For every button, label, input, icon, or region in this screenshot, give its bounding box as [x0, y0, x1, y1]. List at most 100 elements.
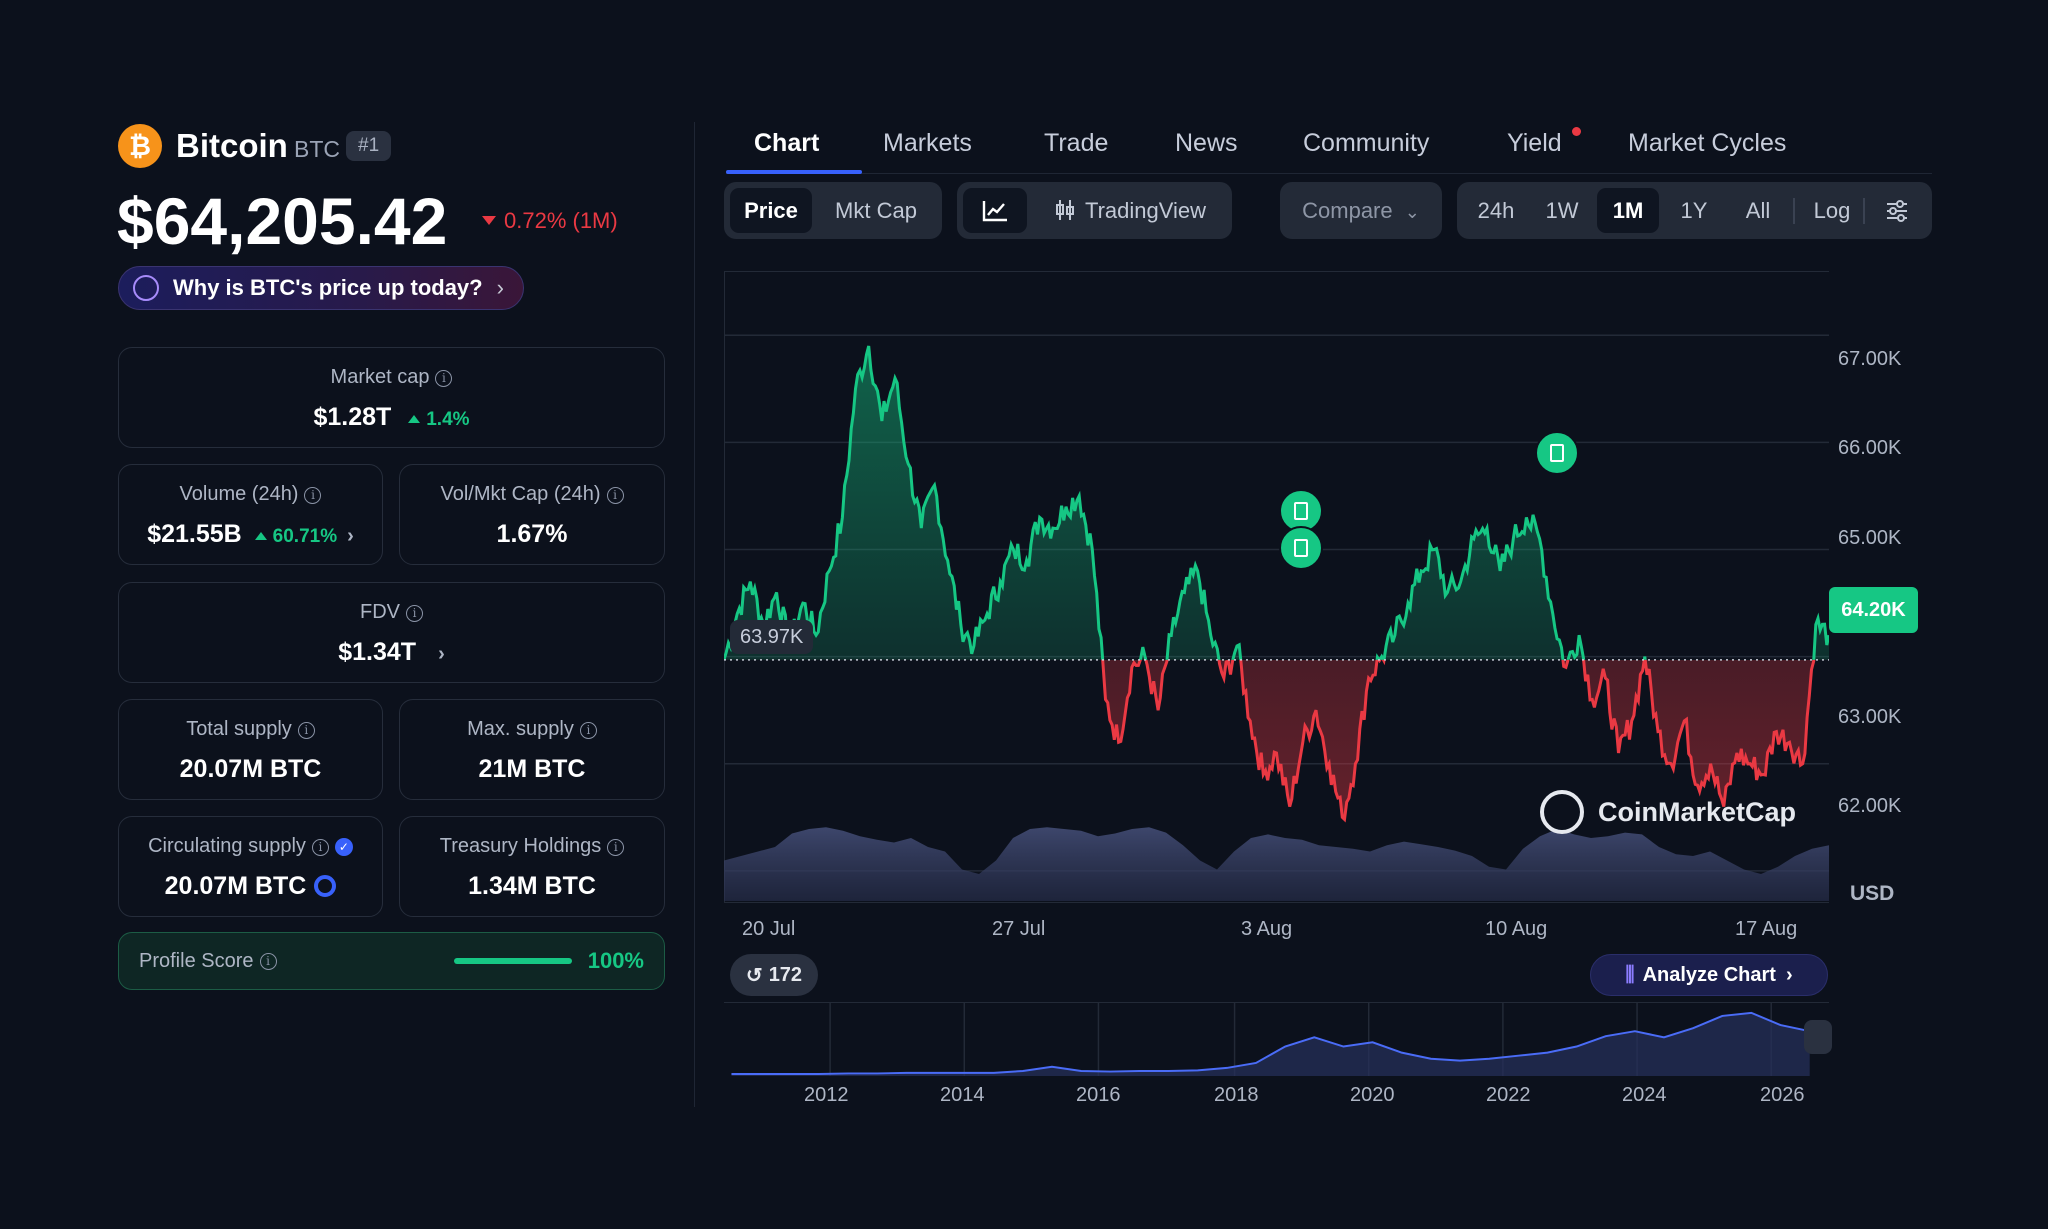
info-icon[interactable]: i [435, 370, 453, 387]
volume-value: $21.55B [147, 520, 242, 548]
history-x-tick: 2012 [804, 1084, 849, 1106]
volume-change: 60.71% [272, 526, 338, 547]
history-area [731, 1012, 1810, 1076]
info-icon[interactable]: i [579, 722, 597, 739]
info-icon[interactable]: i [304, 487, 322, 504]
info-icon[interactable]: i [297, 722, 315, 739]
total-supply-value: 20.07M BTC [179, 755, 322, 783]
chevron-right-icon: › [1785, 963, 1793, 986]
price-change: 0.72% (1M) [482, 206, 618, 236]
info-icon[interactable]: i [311, 839, 329, 856]
info-icon[interactable]: i [406, 605, 423, 622]
compare-dropdown[interactable]: Compare ⌄ [1280, 182, 1442, 239]
history-x-tick: 2020 [1350, 1084, 1395, 1106]
market-cap-card: Market cap i $1.28T 1.4% [118, 347, 665, 448]
price-chart-frame[interactable] [724, 271, 1829, 903]
history-navigator[interactable] [724, 1002, 1829, 1076]
ai-sparkle-icon [133, 275, 159, 301]
line-chart-button[interactable] [963, 188, 1027, 233]
current-price-label: 64.20K [1829, 587, 1918, 633]
price-line-down [724, 659, 1816, 823]
tradingview-button[interactable]: TradingView [1033, 188, 1226, 233]
fdv-value: $1.34T [338, 638, 417, 666]
info-icon[interactable]: i [607, 839, 625, 856]
total-supply-card: Total supply i 20.07M BTC [118, 699, 383, 800]
y-tick-label: 65.00K [1838, 527, 1902, 549]
circulating-supply-label: Circulating supply [148, 835, 306, 857]
history-x-tick: 2022 [1486, 1084, 1531, 1106]
profile-score-bar [453, 958, 572, 964]
why-price-label: Why is BTC's price up today? [173, 275, 483, 300]
x-tick-label: 20 Jul [742, 918, 796, 940]
profile-score-label: Profile Score [139, 949, 254, 972]
mkt-cap-toggle-button[interactable]: Mkt Cap [835, 198, 917, 223]
chevron-right-icon: › [496, 275, 504, 300]
news-document-icon[interactable] [1535, 431, 1579, 475]
watermark-text: CoinMarketCap [1598, 796, 1797, 827]
x-tick-label: 17 Aug [1735, 918, 1798, 940]
fdv-label: FDV [360, 601, 400, 623]
news-document-icon[interactable] [1279, 526, 1323, 570]
tab-trade[interactable]: Trade [1044, 129, 1109, 157]
x-tick-label: 10 Aug [1485, 918, 1548, 940]
range-1y-button[interactable]: 1Y [1680, 198, 1708, 223]
info-icon[interactable]: i [259, 952, 277, 970]
history-x-tick: 2016 [1076, 1084, 1121, 1106]
why-price-up-button[interactable]: Why is BTC's price up today? › [118, 266, 524, 310]
price-chart[interactable] [724, 271, 1829, 903]
volume-area [724, 827, 1829, 901]
history-button[interactable]: ↺ 172 [730, 954, 818, 996]
market-cap-value: $1.28T [313, 403, 392, 431]
open-price-label: 63.97K [730, 620, 814, 654]
news-document-icon[interactable] [1279, 489, 1323, 533]
sliders-icon [1887, 200, 1907, 222]
range-selector: 24h 1W 1M 1Y All Log [1457, 182, 1932, 239]
active-tab-indicator [726, 170, 862, 174]
range-all-button[interactable]: All [1745, 198, 1771, 223]
range-1m-button[interactable]: 1M [1597, 188, 1659, 233]
volume-card[interactable]: Volume (24h) i $21.55B 60.71% › [118, 464, 383, 565]
column-divider [694, 122, 695, 1107]
history-x-tick: 2018 [1214, 1084, 1259, 1106]
history-line [731, 1011, 1810, 1076]
treasury-card: Treasury Holdings i 1.34M BTC [399, 816, 665, 917]
separator [1793, 198, 1795, 224]
tab-market-cycles[interactable]: Market Cycles [1628, 129, 1787, 157]
treasury-value: 1.34M BTC [468, 872, 596, 900]
tab-markets[interactable]: Markets [883, 129, 972, 157]
range-1w-button[interactable]: 1W [1545, 198, 1579, 223]
range-24h-button[interactable]: 24h [1477, 198, 1515, 223]
verified-check-icon: ✓ [334, 838, 353, 856]
profile-score: Profile Score i 100% [118, 932, 665, 990]
candlestick-icon: ⫼ [1625, 963, 1635, 986]
max-supply-label: Max. supply [467, 718, 574, 740]
line-chart-icon [982, 201, 1007, 222]
rank-badge: #1 [346, 131, 392, 161]
tab-chart[interactable]: Chart [754, 129, 820, 157]
notification-dot-icon [1572, 127, 1581, 136]
tab-yield[interactable]: Yield [1507, 129, 1562, 157]
total-supply-label: Total supply [186, 718, 292, 740]
treasury-label: Treasury Holdings [439, 835, 602, 857]
chevron-right-icon: › [347, 525, 354, 547]
profile-score-value: 100% [587, 948, 644, 973]
tab-news[interactable]: News [1175, 129, 1238, 157]
tradingview-label: TradingView [1084, 198, 1207, 223]
y-tick-label: 66.00K [1838, 437, 1902, 459]
tab-community[interactable]: Community [1303, 129, 1430, 157]
down-triangle-icon [482, 216, 496, 225]
price-toggle-button[interactable]: Price [730, 188, 812, 233]
circulating-supply-card: Circulating supply i ✓ 20.07M BTC [118, 816, 383, 917]
chevron-down-icon: ⌄ [1404, 202, 1420, 222]
chevron-right-icon: › [438, 643, 445, 665]
fdv-card[interactable]: FDV i $1.34T › [118, 582, 665, 683]
info-icon[interactable]: i [606, 487, 624, 504]
price-area-down [724, 659, 1829, 820]
navigator-handle[interactable] [1804, 1020, 1832, 1054]
metric-toggle: Price Mkt Cap [724, 182, 942, 239]
chart-settings-button[interactable] [1869, 188, 1925, 233]
y-tick-label: 63.00K [1838, 706, 1902, 728]
chart-type-toggle: TradingView [957, 182, 1232, 239]
log-scale-button[interactable]: Log [1813, 198, 1851, 223]
analyze-chart-button[interactable]: ⫼ Analyze Chart › [1590, 954, 1828, 996]
